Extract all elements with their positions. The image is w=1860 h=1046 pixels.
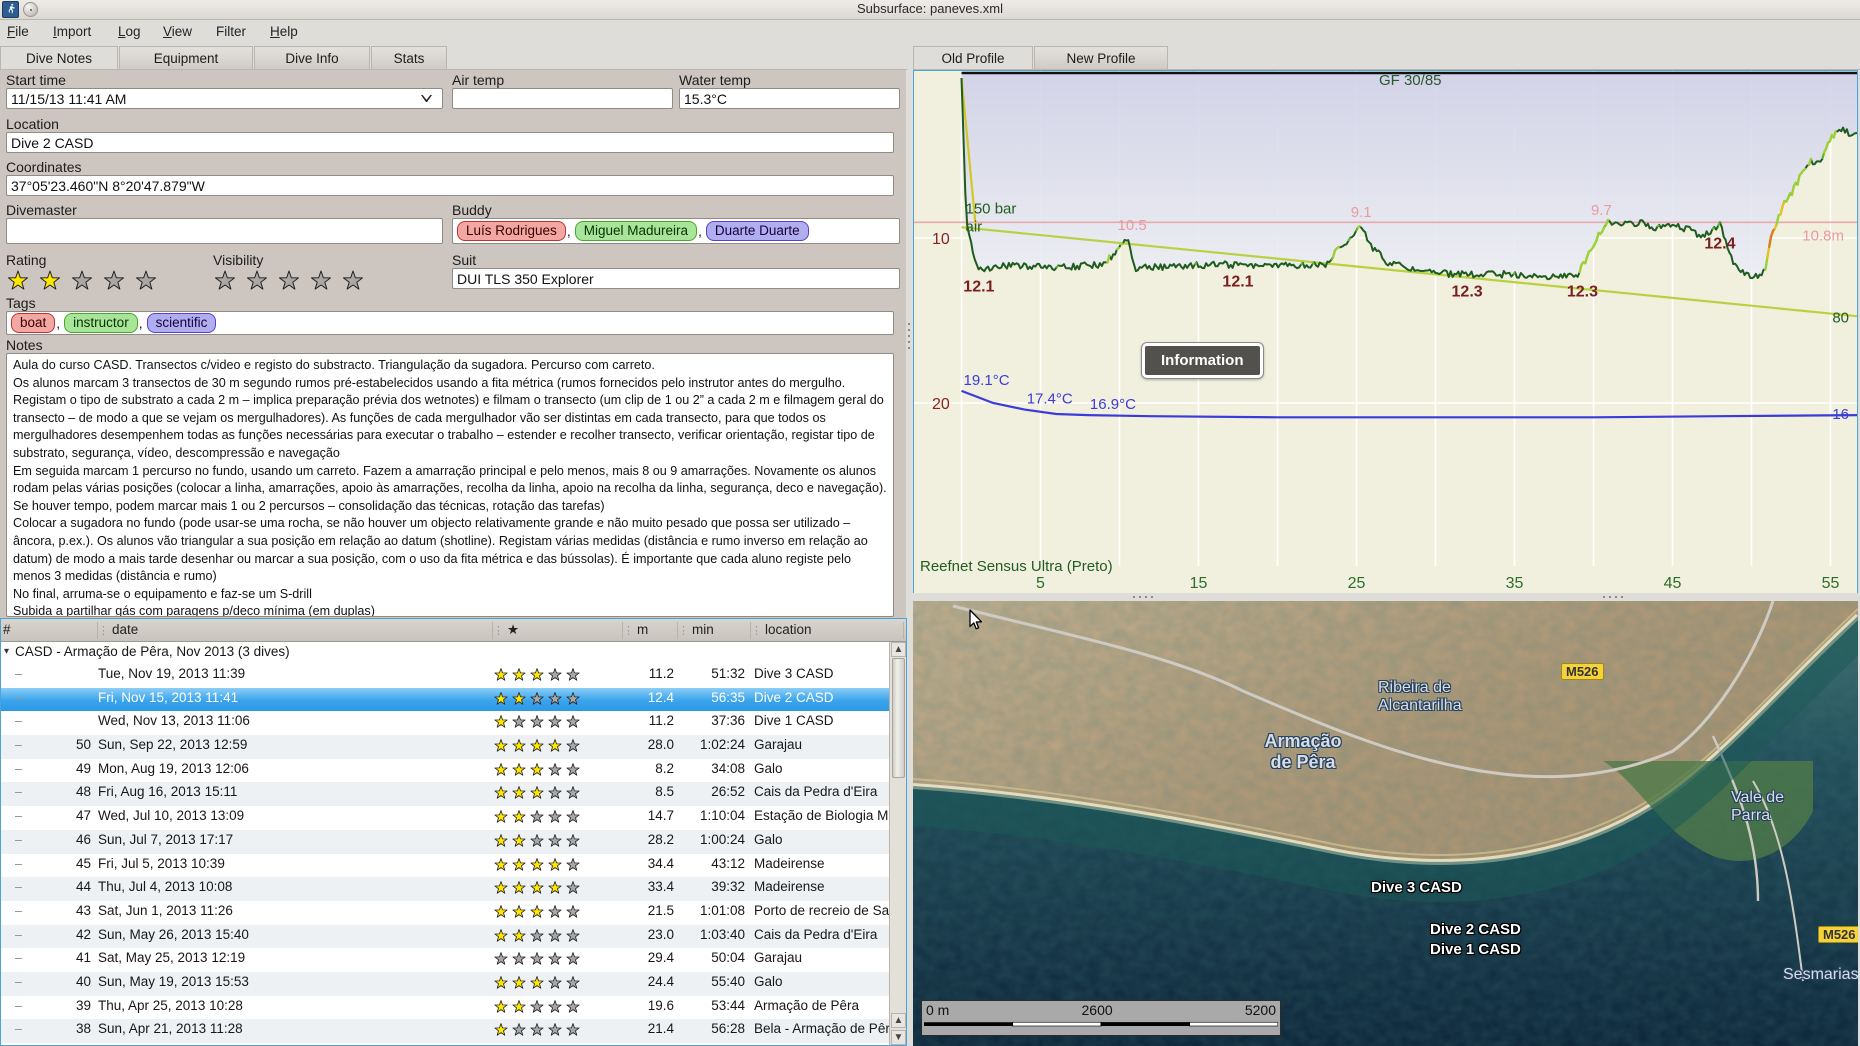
svg-text:5: 5 [1036, 575, 1045, 592]
svg-text:12.3: 12.3 [1452, 283, 1483, 300]
svg-text:35: 35 [1506, 575, 1524, 592]
svg-text:9.7: 9.7 [1591, 202, 1612, 219]
svg-text:Reefnet Sensus Ultra (Preto): Reefnet Sensus Ultra (Preto) [920, 558, 1113, 575]
svg-text:25: 25 [1348, 575, 1366, 592]
svg-text:19.1°C: 19.1°C [964, 372, 1010, 389]
svg-text:10.5: 10.5 [1118, 217, 1147, 234]
svg-text:air: air [966, 218, 983, 235]
svg-text:45: 45 [1664, 575, 1682, 592]
svg-text:GF 30/85: GF 30/85 [1379, 72, 1442, 89]
svg-text:12.1: 12.1 [1222, 273, 1253, 290]
svg-text:12.1: 12.1 [963, 278, 994, 295]
svg-text:10: 10 [932, 231, 950, 248]
svg-text:10.8m: 10.8m [1802, 227, 1844, 244]
svg-text:16: 16 [1832, 406, 1849, 423]
svg-text:12.3: 12.3 [1567, 283, 1598, 300]
svg-text:20: 20 [932, 396, 950, 413]
svg-text:16.9°C: 16.9°C [1090, 396, 1136, 413]
svg-text:55: 55 [1822, 575, 1840, 592]
svg-text:15: 15 [1190, 575, 1208, 592]
svg-text:17.4°C: 17.4°C [1027, 391, 1073, 408]
svg-text:12.4: 12.4 [1704, 235, 1735, 252]
svg-text:150 bar: 150 bar [966, 200, 1017, 217]
svg-text:9.1: 9.1 [1351, 204, 1372, 221]
svg-text:80: 80 [1832, 309, 1849, 326]
